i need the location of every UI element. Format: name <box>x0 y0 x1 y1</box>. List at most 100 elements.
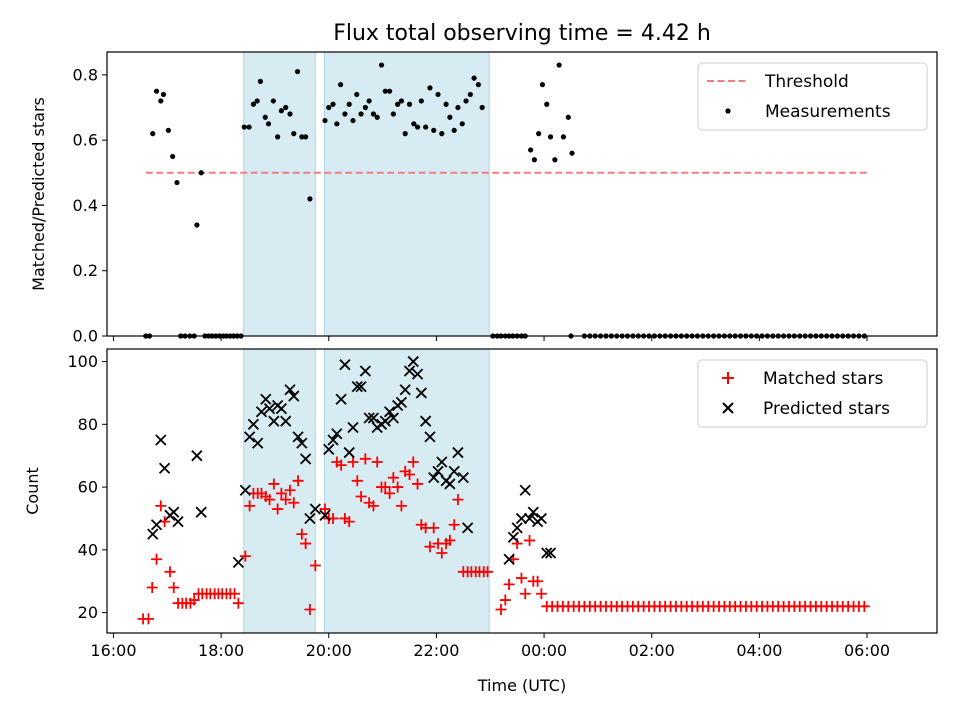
top-y-axis-label: Matched/Predicted stars <box>29 97 48 291</box>
y-tick-label: 0.2 <box>73 261 98 280</box>
matched-stars-point-1 <box>142 613 154 625</box>
predicted-stars-point-16 <box>263 402 276 415</box>
predicted-stars-point-23 <box>292 431 304 443</box>
predicted-stars-point-50 <box>407 355 419 368</box>
matched-stars-point-69 <box>428 522 440 534</box>
y-tick-label: 0.0 <box>73 327 98 346</box>
matched-stars-point-32 <box>272 503 284 515</box>
matched-stars-point-87 <box>511 538 523 550</box>
measurements-point-63 <box>402 131 408 137</box>
measurements-point-99 <box>556 62 562 68</box>
matched-stars-point-6 <box>164 566 176 578</box>
predicted-stars-point-44 <box>383 406 396 418</box>
y-tick-label: 0.6 <box>73 131 98 150</box>
measurements-point-73 <box>443 101 449 107</box>
matched-stars-point-50 <box>351 475 363 487</box>
predicted-stars-point-67 <box>515 512 528 525</box>
predicted-stars-point-43 <box>379 415 391 427</box>
legend-measurements-swatch <box>725 108 731 114</box>
matched-stars-point-64 <box>407 456 419 468</box>
matched-stars-point-51 <box>355 490 367 502</box>
matched-stars-point-23 <box>232 597 244 609</box>
measurements-point-96 <box>544 101 550 107</box>
y-tick-label: 0.4 <box>73 196 98 215</box>
matched-stars-point-84 <box>499 594 511 606</box>
y-tick-label: 80 <box>78 415 98 434</box>
x-tick-label: 18:00 <box>198 641 244 660</box>
measurements-point-44 <box>326 104 332 111</box>
chart-title: Flux total observing time = 4.42 h <box>333 21 711 46</box>
measurements-point-41 <box>303 134 309 140</box>
matched-stars-point-74 <box>448 519 460 531</box>
measurements-point-36 <box>283 104 289 111</box>
predicted-stars-point-73 <box>541 547 553 559</box>
measurements-point-97 <box>547 134 554 140</box>
measurements-point-55 <box>370 111 377 117</box>
measurements-point-70 <box>431 127 437 133</box>
x-tick-label: 22:00 <box>413 641 459 660</box>
measurements-point-30 <box>257 78 264 84</box>
matched-stars-point-83 <box>495 603 507 615</box>
matched-stars-point-36 <box>288 497 300 509</box>
predicted-stars-point-36 <box>351 381 363 393</box>
measurements-point-57 <box>378 62 385 68</box>
predicted-stars-point-14 <box>255 406 268 418</box>
measurements-point-37 <box>287 111 293 117</box>
predicted-stars-point-12 <box>247 418 260 430</box>
predicted-stars-point-49 <box>403 365 416 377</box>
measurements-point-7 <box>170 153 176 160</box>
y-tick-label: 0.8 <box>73 65 98 84</box>
predicted-stars-point-29 <box>323 443 335 456</box>
predicted-stars-point-15 <box>260 393 272 405</box>
predicted-stars-point-13 <box>252 437 264 449</box>
measurements-point-43 <box>322 117 328 124</box>
predicted-stars-point-57 <box>436 456 448 468</box>
measurements-point-51 <box>354 91 360 98</box>
measurements-point-53 <box>362 104 368 111</box>
measurements-point-76 <box>455 104 461 111</box>
predicted-stars-point-56 <box>432 465 444 478</box>
measurements-point-56 <box>374 114 380 120</box>
predicted-stars-point-39 <box>363 412 375 424</box>
y-tick-label: 60 <box>78 478 98 497</box>
predicted-stars-point-66 <box>511 522 523 534</box>
predicted-stars-point-48 <box>399 384 411 396</box>
predicted-stars-point-10 <box>239 484 251 496</box>
predicted-stars-point-24 <box>296 437 308 449</box>
measurements-point-93 <box>531 157 537 163</box>
shaded-region-0 <box>243 348 316 634</box>
matched-stars-point-25 <box>244 500 256 512</box>
top-legend: Threshold Measurements <box>697 62 928 131</box>
x-tick-label: 06:00 <box>844 641 890 660</box>
measurements-point-98 <box>552 157 558 163</box>
predicted-stars-point-47 <box>395 396 408 408</box>
matched-stars-point-33 <box>275 487 287 499</box>
measurements-point-35 <box>278 108 284 114</box>
predicted-stars-point-9 <box>232 556 244 569</box>
measurements-point-79 <box>467 91 473 98</box>
predicted-stars-point-63 <box>461 522 474 534</box>
bottom-legend-box <box>697 359 928 428</box>
x-tick-label: 20:00 <box>306 641 352 660</box>
matched-stars-point-39 <box>300 538 312 550</box>
measurements-point-92 <box>528 147 534 153</box>
matched-stars-point-58 <box>384 487 396 499</box>
top-legend-box <box>697 62 928 131</box>
matched-stars-point-46 <box>335 459 347 471</box>
matched-stars-point-153 <box>858 600 870 612</box>
bottom-y-ticks: 20 40 60 80 100 <box>67 352 107 622</box>
matched-stars-point-75 <box>452 494 464 506</box>
measurements-point-69 <box>427 85 433 91</box>
matched-stars-point-68 <box>424 541 436 553</box>
predicted-stars-point-45 <box>387 412 399 424</box>
predicted-stars-point-28 <box>319 509 331 521</box>
matched-stars-point-35 <box>284 484 296 496</box>
measurements-point-72 <box>439 131 445 137</box>
predicted-stars-point-6 <box>172 515 184 528</box>
predicted-stars-point-37 <box>355 381 367 393</box>
legend-matched-label: Matched stars <box>763 369 883 389</box>
legend-predicted-swatch <box>722 402 734 414</box>
matched-stars-point-48 <box>343 516 355 528</box>
matched-stars-point-42 <box>319 503 331 515</box>
shaded-region-0 <box>243 51 316 337</box>
